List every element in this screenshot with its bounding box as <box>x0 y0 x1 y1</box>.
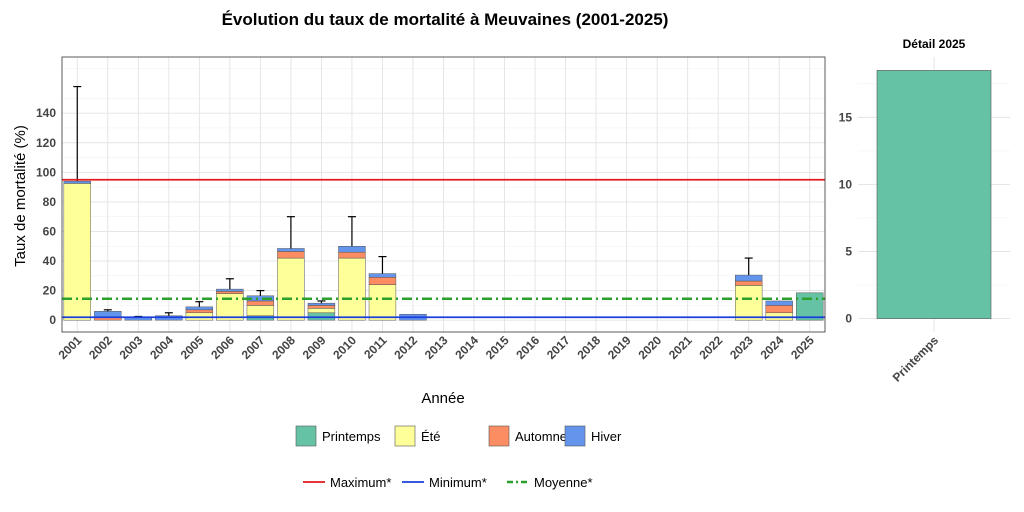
y-tick-label: 20 <box>43 284 57 298</box>
x-tick-label: 2004 <box>147 333 176 362</box>
y-tick-label: 120 <box>36 136 56 150</box>
x-tick-label: 2008 <box>269 333 298 362</box>
bar-segment <box>307 302 336 306</box>
x-tick-label: 2012 <box>391 333 420 362</box>
x-tick-label: 2014 <box>452 333 481 362</box>
x-tick-label: 2010 <box>330 333 359 362</box>
bar-segment <box>246 305 275 316</box>
x-tick-label: 2016 <box>513 333 542 362</box>
main-plot-border <box>61 56 826 333</box>
x-tick-label: 2015 <box>483 333 512 362</box>
y-tick-label: 140 <box>36 106 56 120</box>
x-axis-title: Année <box>421 390 464 407</box>
bar-segment <box>735 280 763 286</box>
y-axis-title: Taux de mortalité (%) <box>12 125 29 267</box>
bar-segment <box>765 300 793 306</box>
x-tick-label: 2011 <box>361 333 390 362</box>
legend-swatch <box>564 425 586 447</box>
bar-segment <box>246 300 275 306</box>
x-tick-label: 2017 <box>544 333 573 362</box>
x-tick-label: 2005 <box>178 333 207 362</box>
detail-plot: 0 5 10 15 Printemps <box>839 57 1010 385</box>
x-tick-label: 2007 <box>239 333 268 362</box>
bar-segment <box>216 291 244 294</box>
bar-segment <box>338 245 366 253</box>
legend-swatch <box>488 425 510 447</box>
legend-label: Printemps <box>322 429 381 444</box>
bar-segment <box>735 274 763 282</box>
x-tick-label: 2020 <box>635 333 664 362</box>
x-tick-label: 2022 <box>697 333 726 362</box>
bar-segment <box>307 305 336 309</box>
legend-line-label: Moyenne* <box>534 475 593 490</box>
detail-bar <box>876 70 992 319</box>
bar-segment <box>735 285 763 321</box>
bar-segment <box>185 309 214 314</box>
detail-y-tick-label: 5 <box>845 245 852 259</box>
x-tick-label: 2019 <box>605 333 634 362</box>
x-tick-label: 2021 <box>666 333 695 362</box>
y-tick-label: 40 <box>43 254 57 268</box>
x-tick-label: 2023 <box>727 333 756 362</box>
bar-segment <box>368 273 397 278</box>
y-tick-label: 100 <box>36 165 56 179</box>
x-tick-label: 2003 <box>117 333 146 362</box>
y-tick-label: 80 <box>43 195 57 209</box>
bar-segment <box>368 284 397 321</box>
legend-label: Été <box>421 429 441 444</box>
x-tick-label: 2018 <box>574 333 603 362</box>
bar-segment <box>338 251 366 259</box>
x-tick-label: 2001 <box>56 333 85 362</box>
bar-segment <box>185 306 214 311</box>
detail-y-tick-label: 0 <box>845 312 852 326</box>
y-tick-label: 0 <box>49 313 56 327</box>
detail-y-tick-label: 10 <box>839 177 853 191</box>
reference-line-legend: Maximum* Minimum* Moyenne* <box>303 475 593 490</box>
detail-x-tick-label: Printemps <box>890 333 942 385</box>
detail-chart-title: Détail 2025 <box>903 37 966 51</box>
chart-title: Évolution du taux de mortalité à Meuvain… <box>222 10 669 29</box>
x-tick-label: 2013 <box>422 333 451 362</box>
bar-segment <box>216 288 244 292</box>
legend-swatch <box>394 425 416 447</box>
legend-line-label: Minimum* <box>429 475 487 490</box>
x-tick-label: 2024 <box>758 333 787 362</box>
bar-segment <box>277 251 305 259</box>
x-tick-label: 2009 <box>300 333 329 362</box>
y-tick-label: 60 <box>43 224 57 238</box>
bar-segment <box>63 180 91 184</box>
bar-segment <box>796 292 824 321</box>
season-legend: Printemps Été Automne Hiver <box>295 425 622 447</box>
legend-swatch <box>295 425 317 447</box>
bar-segment <box>368 277 397 285</box>
detail-y-tick-label: 15 <box>839 110 853 124</box>
legend-line-label: Maximum* <box>330 475 391 490</box>
bar-segment <box>765 305 793 314</box>
bar-segment <box>338 257 366 321</box>
bar-segment <box>63 183 91 321</box>
bar-segment <box>277 248 305 252</box>
x-tick-label: 2002 <box>86 333 115 362</box>
legend-label: Hiver <box>591 429 622 444</box>
bar-segment <box>307 308 336 314</box>
x-tick-label: 2006 <box>208 333 237 362</box>
bar-segment <box>277 257 305 321</box>
x-tick-label: 2025 <box>788 333 817 362</box>
legend-label: Automne <box>515 429 567 444</box>
